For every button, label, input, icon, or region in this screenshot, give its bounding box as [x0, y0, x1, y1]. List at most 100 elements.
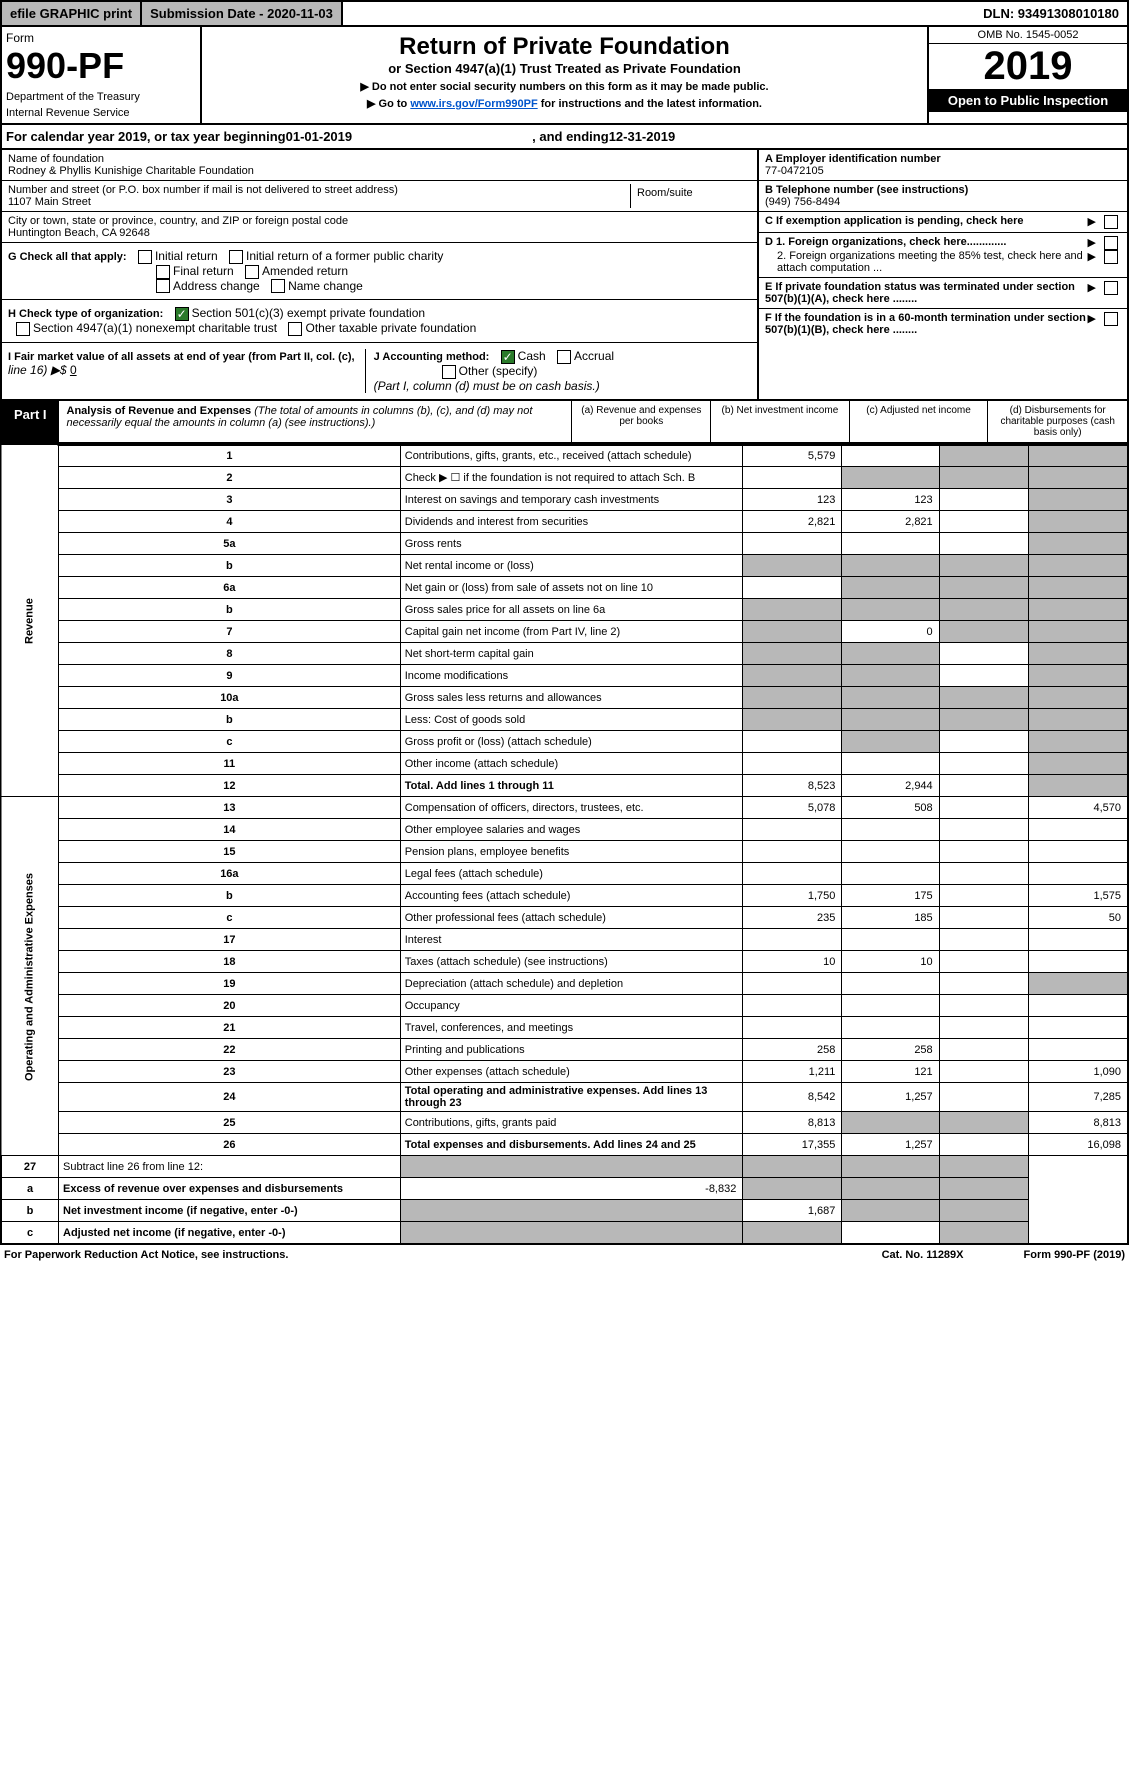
value-cell: 235: [743, 907, 842, 929]
ij-row: I Fair market value of all assets at end…: [2, 343, 757, 399]
line-description: Other income (attach schedule): [400, 753, 743, 775]
value-cell: [743, 1178, 842, 1200]
table-row: 7Capital gain net income (from Part IV, …: [1, 621, 1128, 643]
part1-title-cell: Part I Analysis of Revenue and Expenses …: [2, 401, 572, 442]
value-cell: [939, 841, 1029, 863]
value-cell: [842, 973, 939, 995]
value-cell: [939, 731, 1029, 753]
table-row: 27Subtract line 26 from line 12:: [1, 1156, 1128, 1178]
line-number: b: [59, 555, 401, 577]
g3: Final return: [173, 264, 234, 278]
line-description: Accounting fees (attach schedule): [400, 885, 743, 907]
value-cell: 2,821: [842, 511, 939, 533]
value-cell: [939, 995, 1029, 1017]
cal-mid: , and ending: [532, 129, 609, 144]
value-cell: 123: [743, 489, 842, 511]
value-cell: [743, 753, 842, 775]
value-cell: [842, 533, 939, 555]
value-cell: 10: [842, 951, 939, 973]
value-cell: [939, 599, 1029, 621]
line-description: Less: Cost of goods sold: [400, 709, 743, 731]
form-link[interactable]: www.irs.gov/Form990PF: [410, 98, 537, 110]
line-number: 20: [59, 995, 401, 1017]
cb-other-acct[interactable]: [442, 365, 456, 379]
value-cell: 8,542: [743, 1083, 842, 1112]
cb-accrual[interactable]: [557, 350, 571, 364]
d1-label: D 1. Foreign organizations, check here..…: [765, 236, 1088, 250]
value-cell: [939, 863, 1029, 885]
table-row: bAccounting fees (attach schedule)1,7501…: [1, 885, 1128, 907]
line-number: 18: [59, 951, 401, 973]
value-cell: [842, 863, 939, 885]
c-cell: C If exemption application is pending, c…: [759, 212, 1127, 233]
phone: (949) 756-8494: [765, 196, 1121, 208]
cal-end: 12-31-2019: [609, 129, 676, 144]
cb-address[interactable]: [156, 279, 170, 293]
value-cell: [743, 555, 842, 577]
cal-prefix: For calendar year 2019, or tax year begi…: [6, 129, 286, 144]
value-cell: 1,257: [842, 1083, 939, 1112]
cb-d2[interactable]: [1104, 250, 1118, 264]
line-number: 3: [59, 489, 401, 511]
i-box: I Fair market value of all assets at end…: [8, 349, 365, 393]
value-cell: 258: [842, 1039, 939, 1061]
cb-501c3[interactable]: ✓: [175, 307, 189, 321]
efile-button[interactable]: efile GRAPHIC print: [2, 2, 142, 25]
line-description: Net rental income or (loss): [400, 555, 743, 577]
line-description: Taxes (attach schedule) (see instruction…: [400, 951, 743, 973]
cb-4947[interactable]: [16, 322, 30, 336]
line-description: Compensation of officers, directors, tru…: [400, 797, 743, 819]
cb-f[interactable]: [1104, 312, 1118, 326]
value-cell: [842, 753, 939, 775]
value-cell: [743, 599, 842, 621]
footer-right: Form 990-PF (2019): [1024, 1249, 1125, 1261]
value-cell: [743, 929, 842, 951]
line-number: 17: [59, 929, 401, 951]
cb-initial-former[interactable]: [229, 250, 243, 264]
cb-e[interactable]: [1104, 281, 1118, 295]
table-row: 4Dividends and interest from securities2…: [1, 511, 1128, 533]
line-description: Excess of revenue over expenses and disb…: [59, 1178, 401, 1200]
value-cell: 185: [842, 907, 939, 929]
table-row: bNet rental income or (loss): [1, 555, 1128, 577]
cb-initial[interactable]: [138, 250, 152, 264]
submission-date: Submission Date - 2020-11-03: [142, 2, 343, 25]
value-cell: [1029, 1039, 1128, 1061]
value-cell: [939, 709, 1029, 731]
table-row: 19Depreciation (attach schedule) and dep…: [1, 973, 1128, 995]
cb-other-tax[interactable]: [288, 322, 302, 336]
value-cell: [743, 643, 842, 665]
cb-d1[interactable]: [1104, 236, 1118, 250]
table-row: 15Pension plans, employee benefits: [1, 841, 1128, 863]
value-cell: [1029, 489, 1128, 511]
table-row: 17Interest: [1, 929, 1128, 951]
value-cell: [939, 929, 1029, 951]
cb-c[interactable]: [1104, 215, 1118, 229]
arrow-icon: ▶: [1088, 312, 1096, 336]
form-number-box: Form 990-PF Department of the Treasury I…: [2, 27, 202, 123]
value-cell: [842, 1156, 939, 1178]
table-row: 8Net short-term capital gain: [1, 643, 1128, 665]
value-cell: [939, 1061, 1029, 1083]
arrow-icon: ▶: [1088, 215, 1096, 229]
cb-name[interactable]: [271, 279, 285, 293]
value-cell: [939, 665, 1029, 687]
value-cell: 1,750: [743, 885, 842, 907]
table-row: 25Contributions, gifts, grants paid8,813…: [1, 1112, 1128, 1134]
value-cell: [939, 1039, 1029, 1061]
value-cell: [1029, 577, 1128, 599]
h2: Section 4947(a)(1) nonexempt charitable …: [33, 321, 277, 335]
line-number: 23: [59, 1061, 401, 1083]
cb-amended[interactable]: [245, 265, 259, 279]
subtitle: or Section 4947(a)(1) Trust Treated as P…: [208, 61, 921, 76]
j-note: (Part I, column (d) must be on cash basi…: [374, 379, 600, 393]
address: 1107 Main Street: [8, 196, 630, 208]
foundation-name: Rodney & Phyllis Kunishige Charitable Fo…: [8, 165, 751, 177]
cb-final[interactable]: [156, 265, 170, 279]
line-number: b: [59, 599, 401, 621]
cb-cash[interactable]: ✓: [501, 350, 515, 364]
line-description: Adjusted net income (if negative, enter …: [59, 1222, 401, 1244]
value-cell: [1029, 643, 1128, 665]
name-label: Name of foundation: [8, 153, 751, 165]
value-cell: [743, 863, 842, 885]
